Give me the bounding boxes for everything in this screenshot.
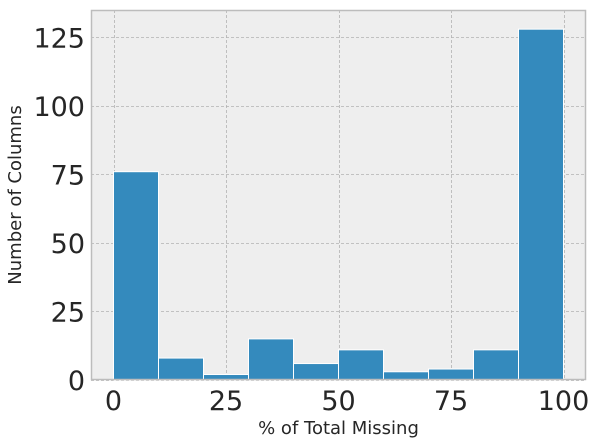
histogram-bar [428,368,474,381]
x-axis-label: % of Total Missing [258,418,419,439]
histogram-bar [248,338,294,381]
x-tick-label: 25 [209,386,243,417]
plot-frame [90,9,587,381]
y-tick-label: 75 [51,160,85,191]
gridlines [91,10,586,381]
y-axis-ticks: 0 25 50 75 100 125 [33,23,85,397]
y-tick-label: 25 [51,297,85,328]
y-tick-label: 0 [68,366,85,397]
histogram-bar [158,357,204,381]
y-tick-label: 50 [51,229,85,260]
x-axis-ticks: 0 25 50 75 100 [105,386,589,417]
y-tick-label: 125 [33,23,85,54]
plot-area [91,10,586,380]
x-tick-label: 75 [434,386,468,417]
y-tick-label: 100 [33,92,85,123]
x-tick-label: 50 [321,386,355,417]
histogram-bar [293,363,339,381]
x-tick-label: 0 [105,386,122,417]
y-axis-label: Number of Columns [5,105,26,284]
histogram-bar [113,171,159,381]
bars [113,28,564,381]
histogram-bar [473,349,519,381]
histogram-bar [518,28,564,381]
histogram-bar [338,349,384,381]
x-tick-label: 100 [538,386,590,417]
